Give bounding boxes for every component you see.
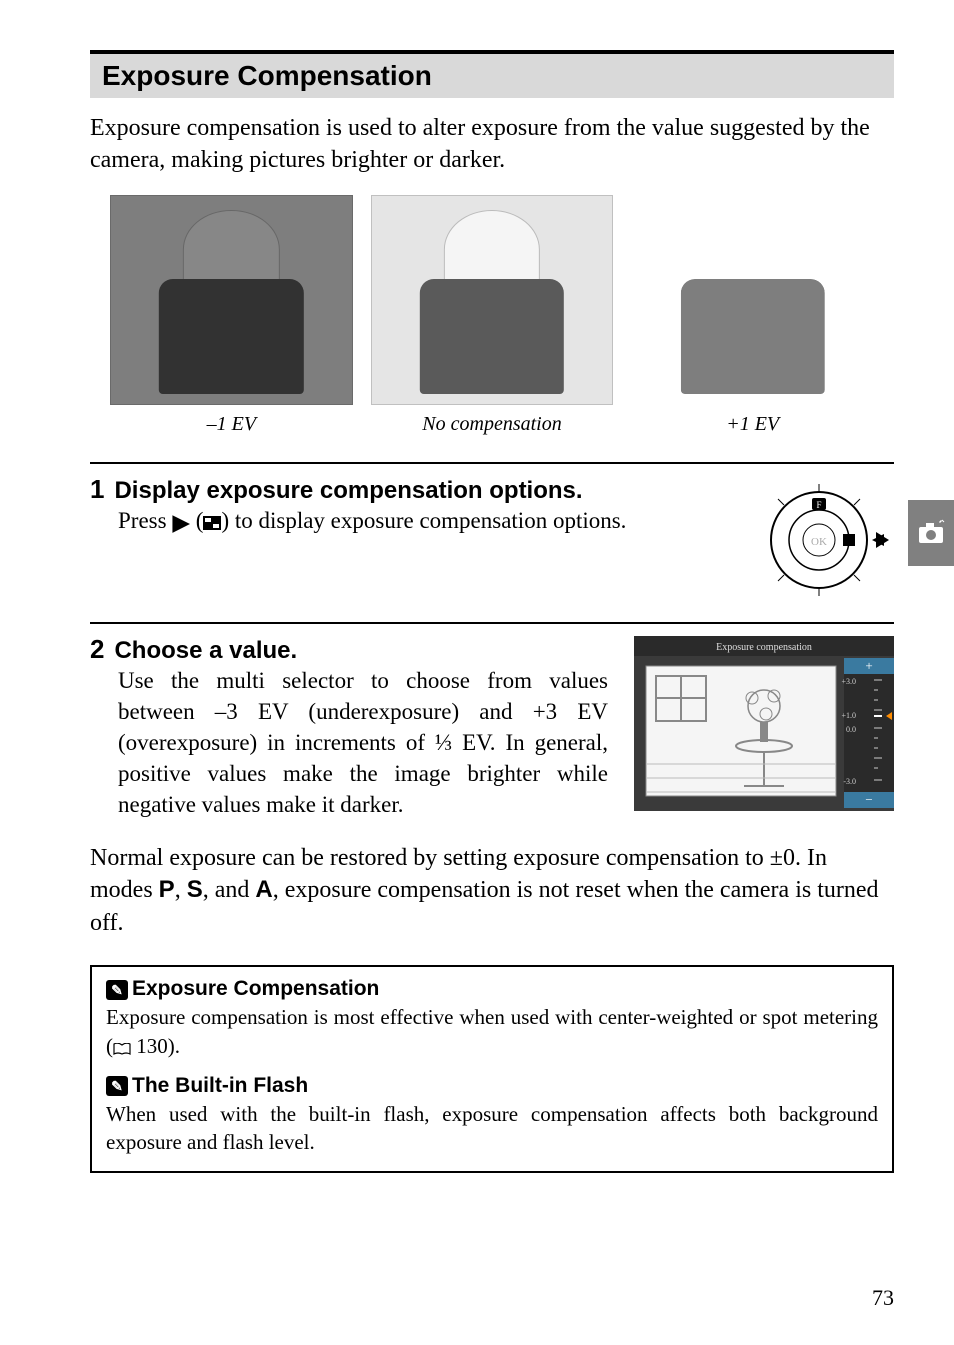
svg-text:OK: OK [811,536,827,548]
right-arrow-icon: ▶ [172,507,190,538]
svg-text:F: F [816,500,821,510]
exposure-comp-icon [203,507,221,538]
thumb-caption: +1 EV [631,413,874,436]
note-icon: ✎ [106,980,128,1000]
step-title: Choose a value. [114,637,297,664]
exposure-comp-screen-icon: Exposure compensation [634,636,894,811]
thumb-caption: No compensation [371,413,614,436]
note-body-2: When used with the built-in flash, expos… [106,1100,878,1157]
step-body: Press ▶ () to display exposure compensat… [90,505,748,538]
svg-text:+3.0: +3.0 [841,677,856,686]
step-number: 2 [90,634,104,665]
example-thumb-bright [631,195,874,405]
svg-text:+1.0: +1.0 [841,711,856,720]
step-1: 1 Display exposure compensation options.… [90,462,894,600]
step-2: 2 Choose a value. Use the multi selector… [90,622,894,820]
example-thumb-normal [371,195,614,405]
example-col-plus1: +1 EV [631,195,874,436]
intro-text: Exposure compensation is used to alter e… [90,112,894,177]
note-icon: ✎ [106,1076,128,1096]
svg-text:Exposure compensation: Exposure compensation [716,642,812,653]
note-body-1: Exposure compensation is most effective … [106,1003,878,1062]
step-heading: 1 Display exposure compensation options. [90,474,748,505]
example-col-minus1: –1 EV [110,195,353,436]
svg-text:-3.0: -3.0 [843,777,856,786]
svg-text:−: − [865,792,872,807]
note-title-1: ✎Exposure Compensation [106,977,878,1001]
example-image-row: –1 EV No compensation +1 EV [110,195,874,436]
step-body: Use the multi selector to choose from va… [90,665,608,820]
thumb-caption: –1 EV [110,413,353,436]
page-ref-icon [113,1034,131,1062]
step-title: Display exposure compensation options. [114,477,582,504]
example-thumb-dark [110,195,353,405]
multi-selector-dial-icon: OK F [764,480,894,600]
notes-box: ✎Exposure Compensation Exposure compensa… [90,965,894,1172]
section-heading: Exposure Compensation [90,50,894,98]
step-heading: 2 Choose a value. [90,634,608,665]
step-number: 1 [90,474,104,505]
svg-text:+: + [865,658,872,673]
note-title-2: ✎The Built-in Flash [106,1074,878,1098]
example-col-normal: No compensation [371,195,614,436]
side-tab-camera-icon [908,500,954,566]
svg-text:0.0: 0.0 [846,725,856,734]
closing-text: Normal exposure can be restored by setti… [90,842,894,939]
page-number: 73 [872,1285,894,1311]
